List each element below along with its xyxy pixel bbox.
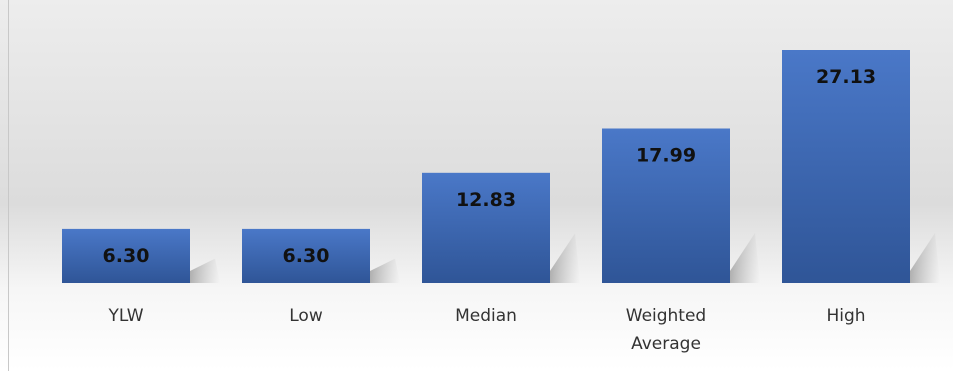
- bar-value-label: 6.30: [103, 245, 150, 267]
- bar-value-label: 17.99: [636, 144, 696, 166]
- bar-shadows: [190, 233, 940, 283]
- bar: [242, 228, 370, 283]
- category-label: High: [826, 306, 865, 326]
- bar: [62, 228, 190, 283]
- bar-shadow: [550, 233, 580, 283]
- bar: [602, 128, 730, 283]
- bar: [422, 172, 550, 283]
- bar: [782, 50, 910, 283]
- category-label: Low: [289, 306, 323, 326]
- bar-shadow: [190, 258, 220, 283]
- category-label: Weighted: [626, 306, 706, 326]
- category-label: Average: [631, 334, 701, 354]
- category-label: YLW: [107, 306, 143, 326]
- value-labels-group: 6.30 6.30 12.83 17.99 27.13: [103, 66, 877, 267]
- bar-shadow: [730, 233, 760, 283]
- bars-group: [62, 50, 910, 283]
- chart-left-border: [8, 0, 9, 371]
- bar-value-label: 6.30: [283, 245, 330, 267]
- category-labels-group: YLW Low Median Weighted Average High: [107, 306, 865, 354]
- bar-value-label: 27.13: [816, 66, 876, 88]
- bar-value-label: 12.83: [456, 189, 516, 211]
- bar-shadow: [910, 233, 940, 283]
- category-label: Median: [455, 306, 517, 326]
- bar-shadow: [370, 258, 400, 283]
